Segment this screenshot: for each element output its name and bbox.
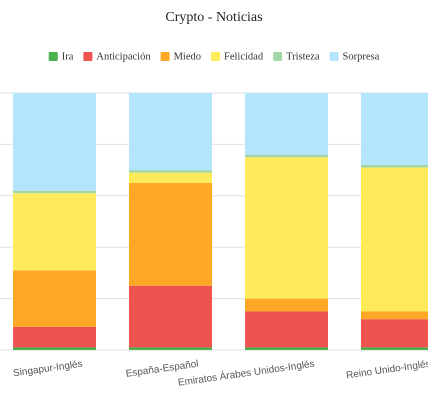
bar-segment (13, 326, 96, 348)
chart-title: Crypto - Noticias (165, 10, 262, 25)
bar-segment (129, 93, 212, 171)
bar-segment (361, 347, 428, 350)
bar-segment (13, 270, 96, 327)
bar-segment (361, 93, 428, 165)
bar-segment (129, 172, 212, 183)
legend: Ira Anticipación Miedo Felicidad Tristeza Sor… (48, 51, 380, 62)
legend-swatch (160, 52, 170, 61)
legend-label: Miedo (174, 51, 201, 62)
bar-segment (245, 298, 328, 312)
bar-segment (245, 93, 328, 155)
bar-segment (13, 193, 96, 271)
bar-segment (245, 157, 328, 299)
bar-segment (13, 93, 96, 191)
bar-segment (245, 154, 328, 158)
bar-segment (129, 170, 212, 173)
bar-segment (361, 164, 428, 168)
legend-label: Tristeza (286, 51, 320, 62)
legend-swatch (83, 52, 93, 61)
bar-segment (129, 347, 212, 350)
bar-segment (361, 167, 428, 312)
legend-swatch (211, 52, 221, 61)
x-tick-label: Reino Unido-Inglés (346, 359, 428, 382)
bar-segment (129, 285, 212, 348)
legend-label: Ira (62, 51, 74, 62)
legend-swatch (273, 52, 283, 61)
bar-segment (13, 190, 96, 194)
bar-segment (245, 311, 328, 348)
x-tick-label: Singapur-Inglés (12, 359, 83, 380)
legend-label: Sorpresa (343, 51, 380, 62)
bar-segment (361, 319, 428, 348)
bar-segment (245, 347, 328, 350)
legend-swatch (48, 52, 58, 61)
bar-segment (361, 311, 428, 320)
legend-swatch (329, 52, 339, 61)
legend-label: Felicidad (224, 51, 264, 62)
bar-segment (13, 347, 96, 350)
legend-label: Anticipación (96, 51, 151, 62)
bar-segment (129, 182, 212, 286)
